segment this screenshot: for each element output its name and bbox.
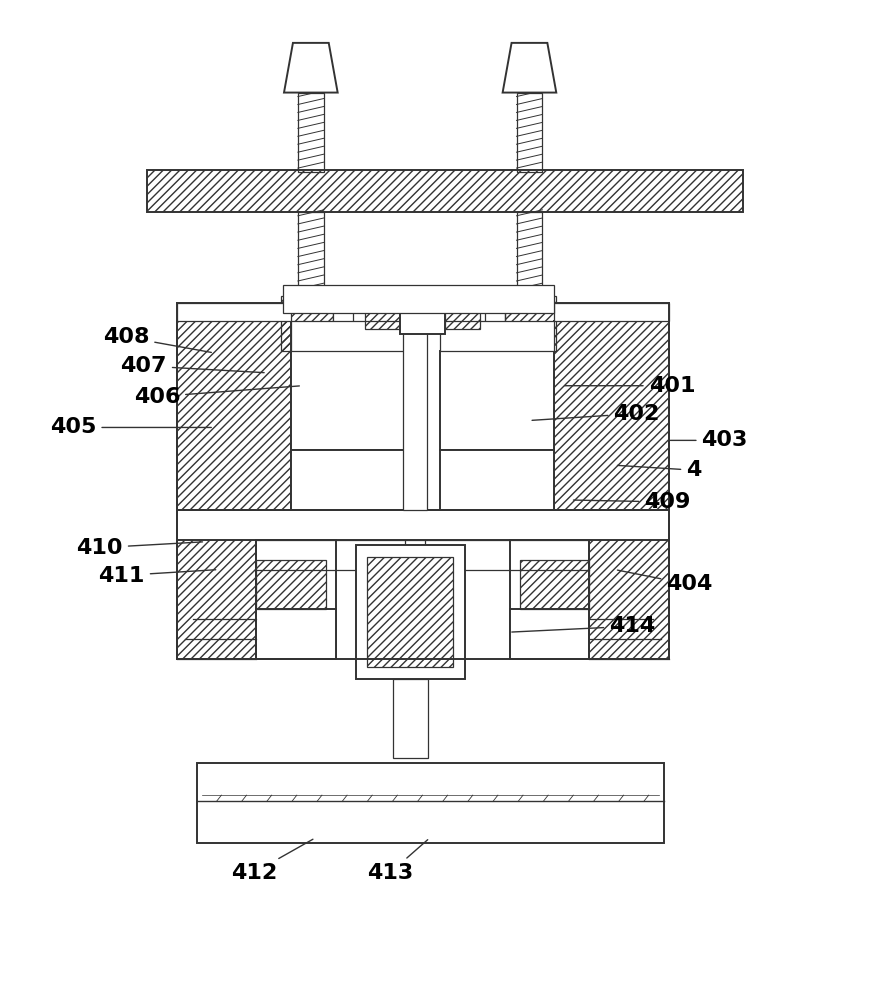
Bar bbox=[256, 609, 336, 659]
Bar bbox=[403, 286, 427, 510]
Bar bbox=[445, 299, 479, 329]
Text: 413: 413 bbox=[367, 840, 428, 883]
Polygon shape bbox=[284, 43, 338, 93]
Bar bbox=[355, 545, 465, 679]
Text: 406: 406 bbox=[134, 386, 299, 407]
Text: 402: 402 bbox=[532, 404, 660, 424]
Bar bbox=[517, 93, 542, 172]
Bar bbox=[393, 679, 428, 758]
Bar bbox=[366, 299, 400, 329]
Bar bbox=[281, 296, 333, 351]
Bar bbox=[517, 212, 542, 301]
Polygon shape bbox=[502, 43, 556, 93]
Bar bbox=[176, 303, 291, 321]
Text: 409: 409 bbox=[573, 492, 691, 512]
Bar bbox=[519, 560, 589, 609]
Bar bbox=[440, 321, 555, 351]
Bar bbox=[505, 296, 556, 351]
Text: 408: 408 bbox=[103, 327, 212, 352]
Bar bbox=[291, 321, 405, 351]
Bar bbox=[176, 510, 256, 659]
Text: 405: 405 bbox=[50, 417, 211, 437]
Text: 403: 403 bbox=[671, 430, 748, 450]
Bar bbox=[256, 560, 326, 609]
Bar bbox=[509, 609, 589, 659]
Bar bbox=[589, 510, 669, 659]
Bar bbox=[283, 285, 555, 313]
Text: 410: 410 bbox=[76, 538, 203, 558]
Bar bbox=[197, 763, 664, 843]
Text: 401: 401 bbox=[564, 376, 696, 396]
Bar bbox=[400, 294, 445, 334]
Bar bbox=[555, 321, 669, 510]
Bar bbox=[440, 351, 555, 450]
Bar bbox=[291, 351, 405, 450]
Bar bbox=[298, 212, 323, 301]
Bar bbox=[485, 303, 505, 333]
Bar bbox=[440, 450, 555, 510]
Bar bbox=[555, 303, 669, 321]
Bar bbox=[256, 540, 336, 659]
Bar bbox=[368, 557, 453, 667]
Bar bbox=[509, 540, 589, 659]
Text: 414: 414 bbox=[512, 616, 656, 636]
Text: 404: 404 bbox=[618, 570, 712, 594]
Bar bbox=[333, 303, 353, 333]
Bar bbox=[298, 93, 323, 172]
Bar bbox=[176, 321, 291, 510]
Bar bbox=[176, 510, 669, 540]
Text: 407: 407 bbox=[120, 356, 264, 376]
Bar bbox=[147, 170, 743, 212]
Text: 4: 4 bbox=[618, 460, 702, 480]
Bar bbox=[291, 450, 405, 510]
Text: 411: 411 bbox=[98, 566, 215, 586]
Text: 412: 412 bbox=[230, 839, 313, 883]
Bar bbox=[405, 301, 425, 619]
